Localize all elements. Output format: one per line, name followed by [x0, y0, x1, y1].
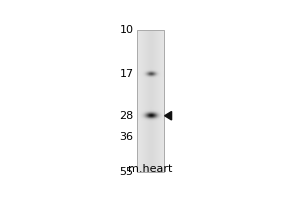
Text: 28: 28 [119, 111, 134, 121]
Text: 55: 55 [120, 167, 134, 177]
Bar [137, 30, 164, 172]
Text: 17: 17 [119, 69, 134, 79]
Polygon shape [165, 111, 172, 120]
Text: 10: 10 [120, 25, 134, 35]
Text: m.heart: m.heart [128, 164, 172, 174]
Bar [137, 30, 164, 172]
Text: 36: 36 [120, 132, 134, 142]
